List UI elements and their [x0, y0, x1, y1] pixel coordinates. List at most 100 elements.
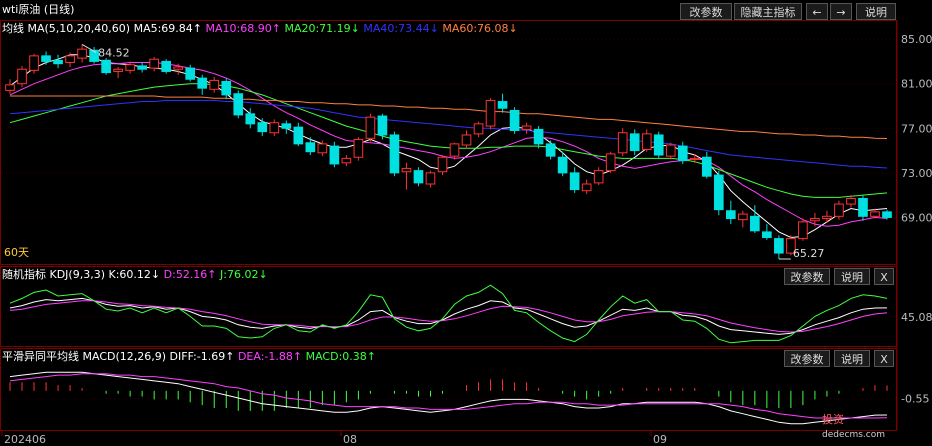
hide-main-indicator-button[interactable]: 隐藏主指标	[734, 3, 802, 20]
ma-line-ma20	[9, 83, 888, 198]
candle-body	[401, 167, 412, 173]
candle-body	[545, 143, 556, 157]
help-button[interactable]: 说明	[856, 3, 896, 20]
x-tick-label: 09	[653, 433, 667, 446]
candle-body	[197, 77, 208, 89]
macd-dea-value: DEA:-1.88↑	[237, 350, 303, 363]
candle-body	[413, 170, 424, 184]
period-label: 60天	[4, 246, 29, 259]
candle-body	[677, 145, 688, 162]
panel-frame	[0, 20, 897, 265]
candle-body	[341, 157, 352, 164]
chart-title: wti原油 (日线)	[2, 3, 75, 16]
high-marker-line	[81, 44, 97, 53]
candle-body	[641, 133, 652, 150]
candle-body	[389, 134, 400, 174]
macd-legend-params: MACD(12,26,9)	[82, 350, 167, 363]
candle-body	[209, 79, 220, 90]
kdj-legend-params: KDJ(9,3,3)	[49, 268, 106, 281]
candle-body	[786, 238, 796, 254]
candle-body	[89, 49, 99, 62]
candle-body	[810, 218, 820, 222]
candle-body	[762, 231, 772, 238]
candle-body	[593, 170, 604, 184]
candle-body	[713, 174, 724, 211]
candle-body	[233, 93, 244, 116]
candle-body	[377, 115, 388, 136]
candle-body	[65, 55, 75, 64]
kdj-help-button[interactable]: 说明	[834, 268, 870, 285]
candle-body	[137, 65, 147, 70]
macd-legend: 平滑异同平均线 MACD(12,26,9) DIFF:-1.69↑ DEA:-1…	[2, 350, 376, 363]
candle-body	[846, 197, 856, 205]
x-tick-label: 202406	[4, 433, 46, 446]
candle-body	[113, 68, 123, 72]
candle-body	[305, 142, 316, 153]
ma-legend-name: 均线	[2, 22, 24, 35]
candle-body	[257, 122, 268, 133]
candle-body	[281, 123, 292, 129]
kdj-close-button[interactable]: X	[874, 268, 894, 285]
candle-body	[245, 113, 256, 125]
candle-body	[149, 58, 159, 69]
candle-body	[293, 126, 304, 145]
candle-body	[665, 144, 676, 157]
arrow-left-icon: ←	[812, 6, 822, 19]
x-tick-label: 08	[343, 433, 357, 446]
candle-body	[870, 211, 880, 217]
price-tick-label: 81.00	[901, 78, 932, 91]
scroll-right-button[interactable]: →	[830, 3, 852, 20]
candle-body	[750, 215, 760, 232]
kdj-tick-label: 45.08	[901, 311, 932, 324]
candle-body	[329, 145, 340, 165]
candle-body	[822, 215, 832, 220]
candle-body	[437, 156, 448, 173]
macd-params-button[interactable]: 改参数	[784, 350, 830, 367]
candle-body	[425, 172, 436, 185]
price-tick-label: 69.00	[901, 211, 932, 224]
ma-legend: 均线 MA(5,10,20,40,60) MA5:69.84↑ MA10:68.…	[2, 22, 518, 35]
candle-body	[173, 66, 184, 70]
candle-body	[858, 197, 868, 217]
candle-body	[53, 59, 63, 65]
ma-line-ma5	[9, 54, 888, 239]
candle-body	[101, 59, 111, 74]
scroll-left-button[interactable]: ←	[806, 3, 828, 20]
high-annotation: 84.52	[98, 46, 129, 59]
candle-body	[353, 138, 364, 158]
candle-body	[41, 55, 51, 62]
candle-body	[29, 55, 39, 71]
arrow-right-icon: →	[836, 6, 846, 19]
ma-legend-params: MA(5,10,20,40,60)	[27, 22, 131, 35]
kdj-params-button[interactable]: 改参数	[784, 268, 830, 285]
change-params-button[interactable]: 改参数	[680, 3, 732, 20]
ma-line-ma10	[9, 62, 888, 227]
candle-body	[689, 157, 700, 160]
macd-close-button[interactable]: X	[874, 350, 894, 367]
candle-body	[269, 122, 280, 134]
ma60-value: MA60:76.08↓	[442, 22, 518, 35]
macd-line-diff	[9, 371, 888, 425]
candle-body	[185, 67, 196, 80]
candle-body	[834, 203, 844, 217]
candle-body	[521, 125, 532, 130]
candle-body	[533, 128, 544, 145]
candle-body	[738, 213, 748, 221]
candle-body	[473, 123, 484, 135]
kdj-k-value: K:60.12↓	[108, 268, 161, 281]
ma20-value: MA20:71.19↓	[284, 22, 360, 35]
ma5-value: MA5:69.84↑	[133, 22, 203, 35]
macd-tick-label: -0.55	[901, 393, 929, 406]
candle-body	[725, 210, 736, 220]
candle-body	[317, 143, 328, 154]
candle-body	[509, 109, 520, 132]
ma-line-ma40	[9, 99, 888, 169]
macd-help-button[interactable]: 说明	[834, 350, 870, 367]
macd-line-dea	[9, 373, 888, 419]
candle-body	[629, 133, 640, 152]
macd-macd-value: MACD:0.38↑	[305, 350, 376, 363]
watermark-text: 投资	[822, 414, 844, 426]
macd-legend-name: 平滑异同平均线	[2, 350, 79, 363]
price-tick-label: 73.00	[901, 167, 932, 180]
